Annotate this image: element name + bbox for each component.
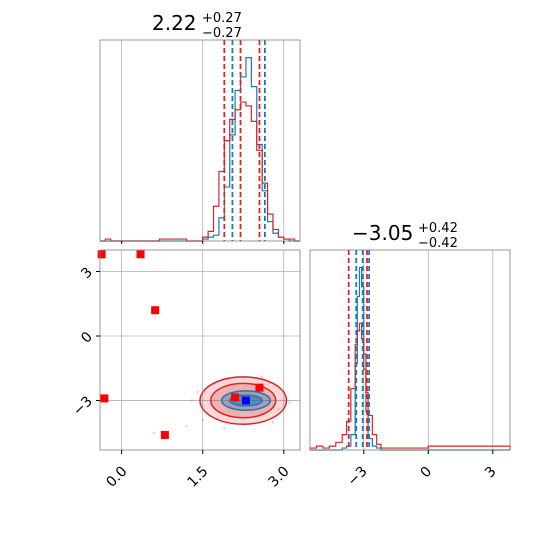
title-param1-minus: −0.27	[202, 26, 242, 41]
scatter-sample-point	[196, 390, 199, 394]
scatter-xtick-label: 1.5	[184, 464, 211, 491]
scatter-red-marker	[255, 383, 264, 392]
scatter-red-marker	[97, 250, 106, 259]
scatter-sample-point	[287, 401, 291, 404]
title-param2-value: −3.05	[352, 221, 413, 245]
hist2-series-0	[310, 267, 510, 451]
scatter-sample-point	[152, 431, 156, 434]
scatter-red-marker	[100, 394, 109, 403]
scatter-sample-point	[201, 418, 204, 422]
title-param1-plus: +0.27	[202, 11, 242, 26]
scatter-sample-point	[277, 407, 280, 411]
scatter-red-marker	[151, 306, 160, 315]
scatter-ytick-label: 0	[78, 329, 96, 347]
title-param1-value: 2.22	[152, 11, 197, 35]
hist2-series-1	[309, 322, 511, 450]
hist1-series-1	[100, 101, 300, 242]
scatter-xtick-label: 3.0	[266, 464, 293, 491]
scatter-blue-marker	[241, 396, 250, 405]
scatter-sample-point	[190, 399, 194, 402]
scatter-ytick-label: 3	[78, 264, 96, 282]
hist2-xtick-label: 3	[482, 464, 500, 482]
scatter-sample-point	[223, 427, 226, 430]
scatter-sample-point	[271, 420, 275, 424]
scatter-red-marker	[136, 250, 145, 259]
title-param2-minus: −0.42	[418, 236, 458, 251]
scatter-panel: 0.0 1.5 3.0 3 0 −3	[70, 249, 301, 491]
histogram-panel-param1: 2.22 +0.27 −0.27	[99, 11, 301, 244]
hist2-xtick-label: −3	[345, 464, 371, 490]
scatter-sample-point	[260, 375, 264, 379]
scatter-frame	[99, 249, 301, 451]
scatter-red-marker	[231, 393, 240, 402]
hist2-xtick-label: 0	[417, 464, 435, 482]
scatter-sample-point	[185, 425, 188, 428]
scatter-red-marker	[160, 430, 169, 439]
title-param2-plus: +0.42	[418, 221, 458, 236]
hist2-frame	[309, 249, 511, 451]
scatter-ytick-label: −3	[70, 393, 96, 419]
hist1-frame	[99, 39, 301, 242]
scatter-xtick-label: 0.0	[103, 464, 130, 491]
histogram-panel-param2: −3.05 +0.42 −0.42 −3 0 3	[309, 221, 511, 490]
